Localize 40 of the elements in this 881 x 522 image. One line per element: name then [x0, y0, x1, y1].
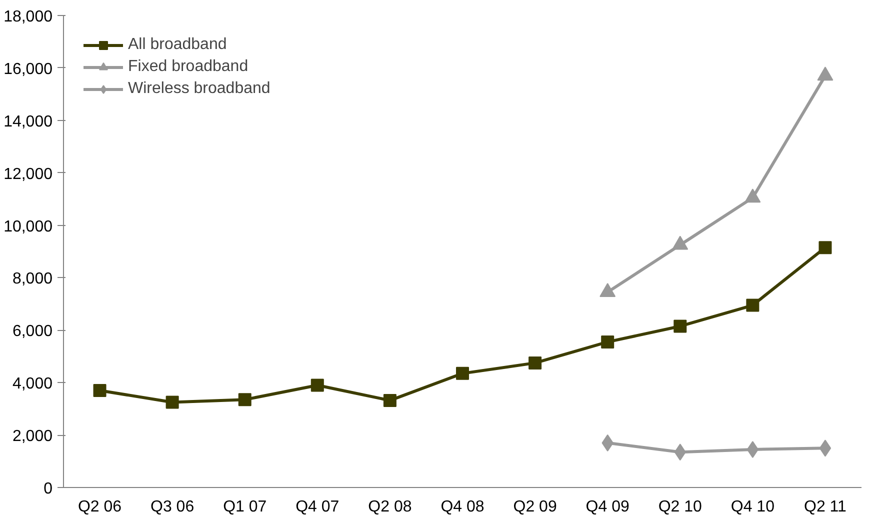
x-tick-label: Q1 07 — [223, 498, 267, 516]
y-tick-label: 14,000 — [4, 113, 53, 130]
point — [310, 378, 324, 392]
x-tick-label: Q2 06 — [78, 498, 122, 516]
legend-label: All broadband — [128, 36, 227, 54]
point — [238, 393, 252, 406]
x-tick-label: Q4 08 — [440, 498, 484, 516]
point — [456, 366, 469, 380]
y-tick-label: 0 — [44, 480, 53, 498]
point — [818, 241, 832, 254]
point — [672, 236, 688, 250]
point — [817, 66, 834, 81]
point — [166, 396, 179, 409]
x-tick-label: Q4 07 — [296, 498, 340, 516]
y-tick-label: 12,000 — [4, 166, 53, 183]
x-tick-label: Q2 09 — [513, 498, 557, 516]
x-tick-label: Q4 09 — [586, 498, 630, 516]
point — [528, 356, 542, 370]
x-tick-label: Q2 10 — [658, 498, 702, 516]
point — [746, 440, 759, 458]
x-tick-label: Q2 08 — [368, 498, 412, 516]
y-tick-label: 6,000 — [12, 323, 53, 340]
x-tick-label: Q4 10 — [730, 498, 775, 516]
y-tick-label: 4,000 — [12, 376, 53, 393]
y-tick-label: 10,000 — [4, 218, 53, 236]
y-tick-label: 2,000 — [12, 428, 53, 446]
x-tick-label: Q2 11 — [804, 498, 847, 516]
y-tick-label: 18,000 — [4, 8, 53, 26]
legend-label: Wireless broadband — [128, 80, 270, 98]
y-tick-label: 16,000 — [4, 60, 53, 78]
y-tick-label: 8,000 — [12, 270, 53, 288]
legend-label: Fixed broadband — [128, 58, 248, 76]
point — [744, 188, 761, 203]
point — [383, 394, 396, 407]
point — [819, 440, 832, 457]
point — [93, 384, 106, 397]
point — [674, 320, 687, 333]
point — [746, 298, 760, 312]
x-tick-label: Q3 06 — [150, 498, 194, 516]
point — [601, 335, 614, 348]
